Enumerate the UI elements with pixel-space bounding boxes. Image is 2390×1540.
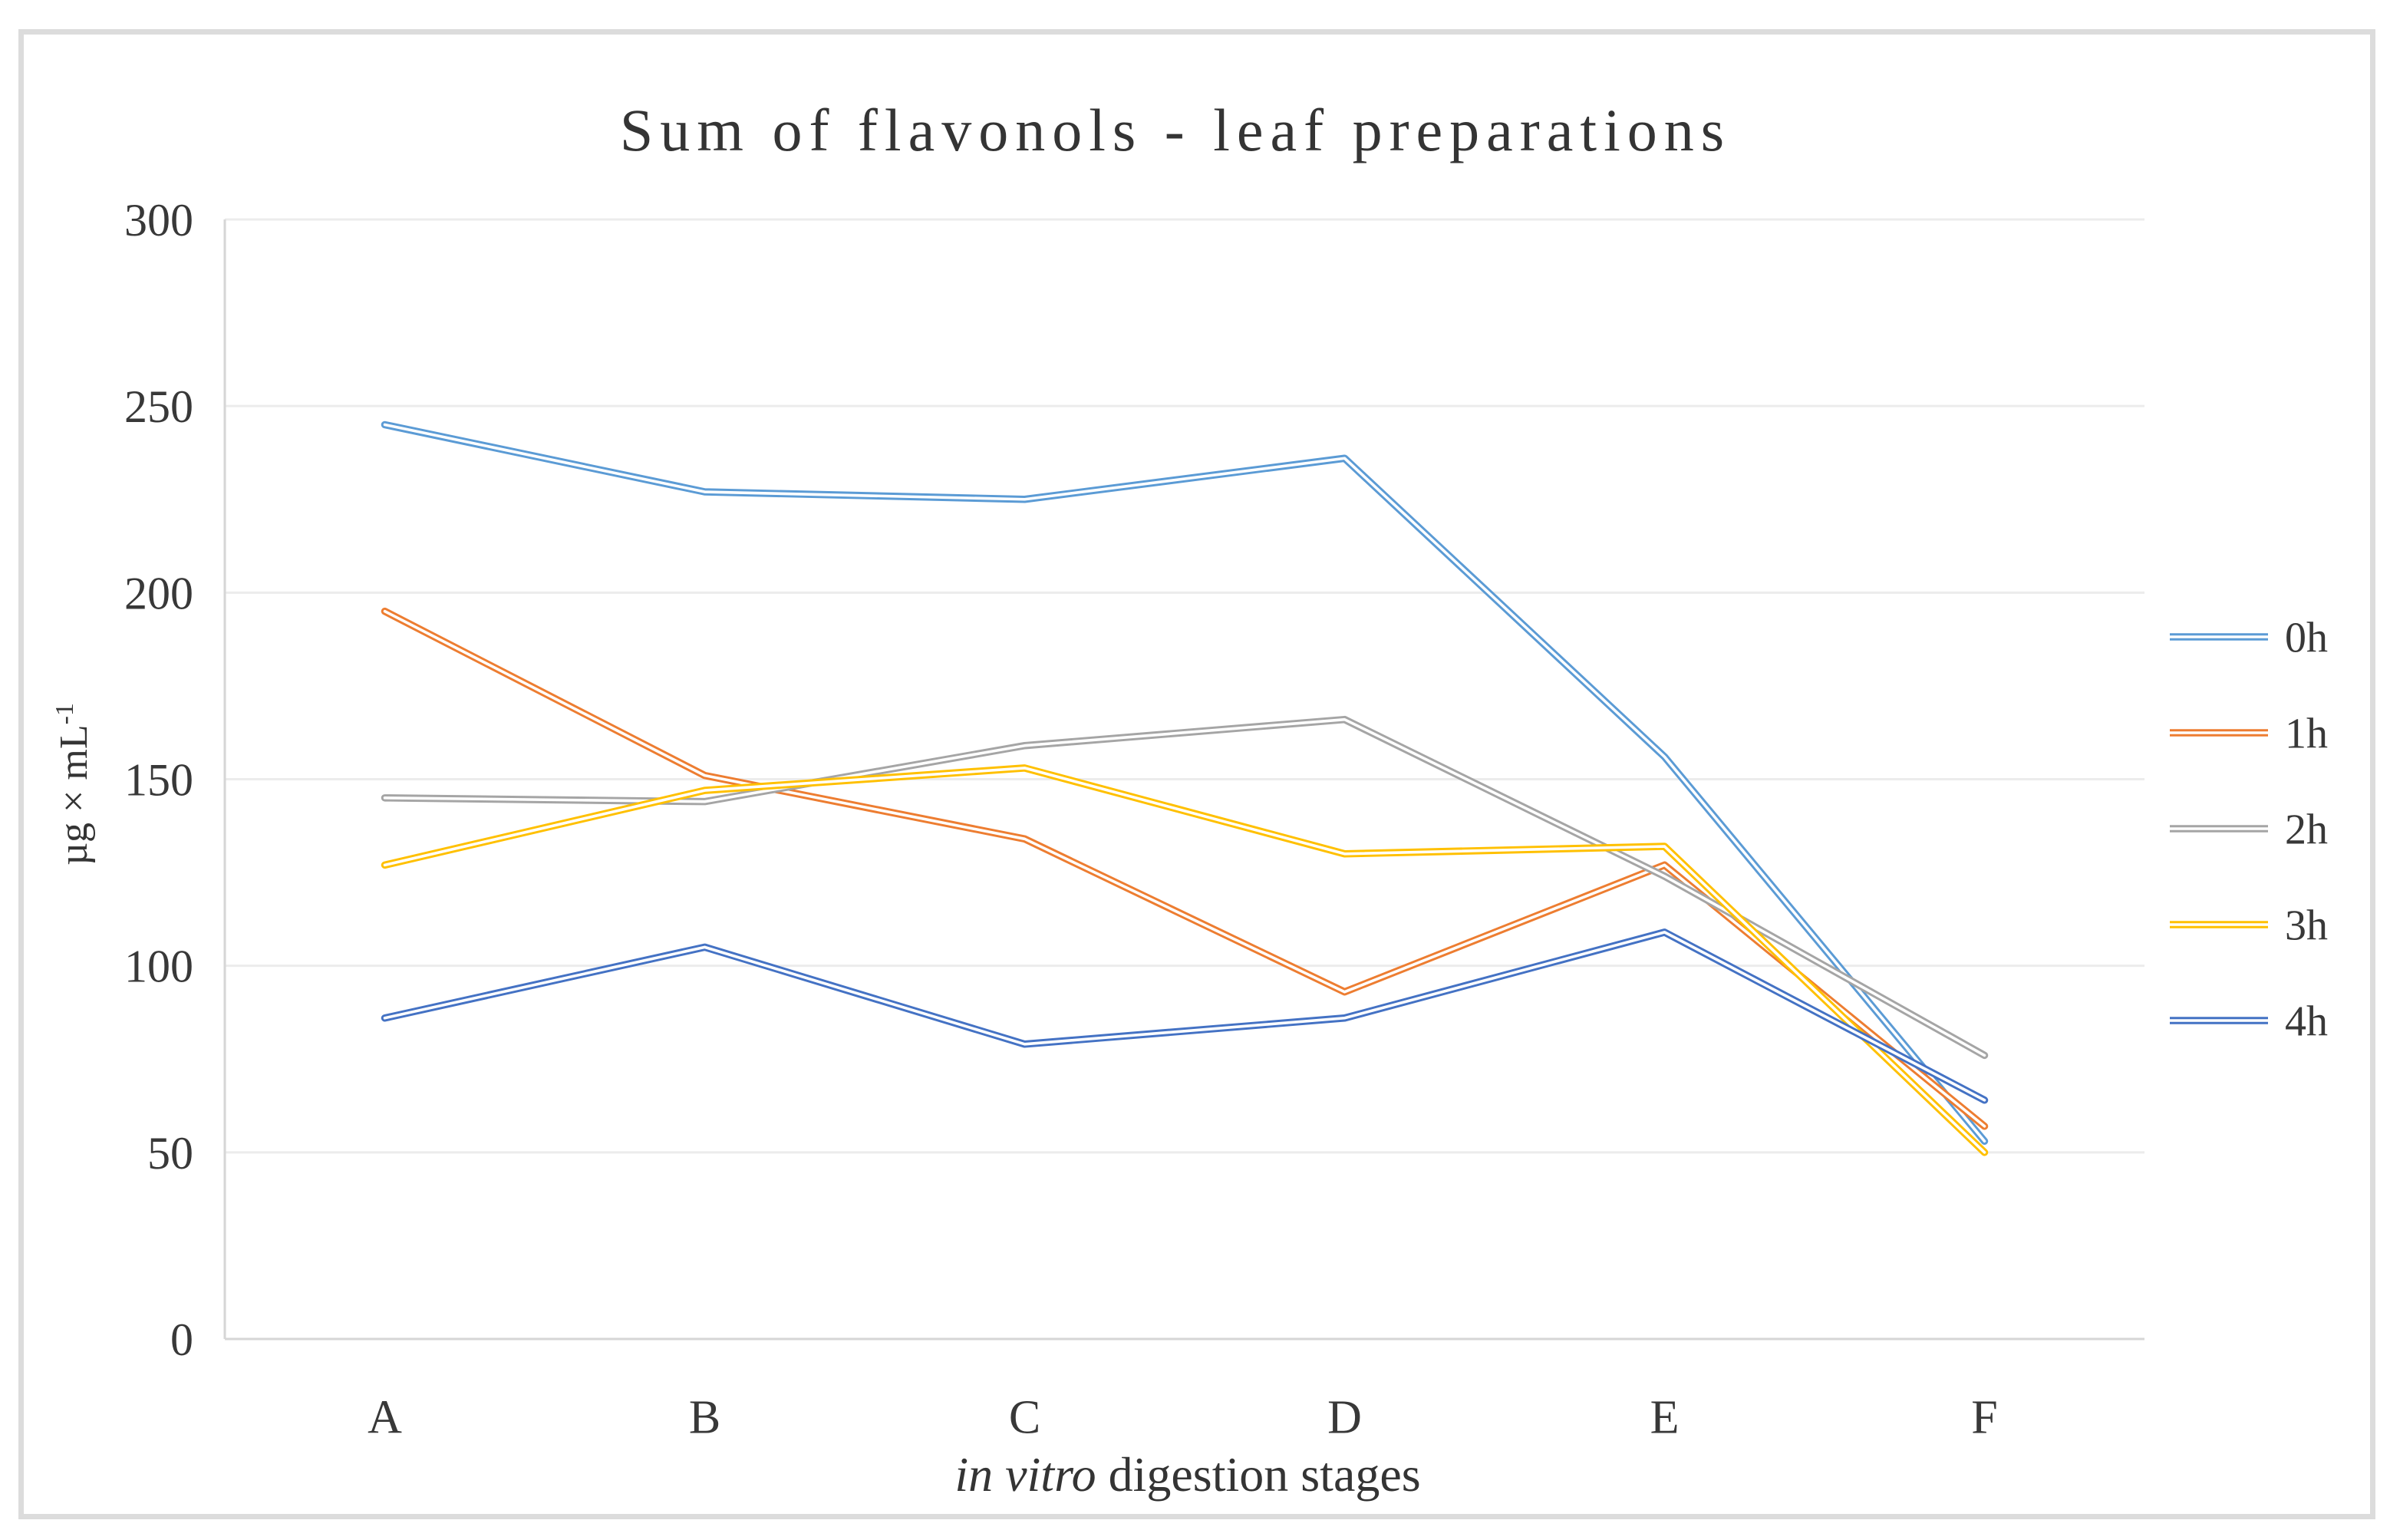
legend-item-4h: 4h [2170,998,2328,1046]
x-axis-title-rest: digestion stages [1096,1447,1421,1502]
category-label: A [368,1392,402,1444]
category-label: D [1327,1392,1362,1444]
axes [223,219,2144,1340]
gridlines [225,218,2144,1154]
y-tick-label: 300 [124,195,193,246]
category-label: C [1009,1392,1040,1444]
chart-frame [18,29,2375,1519]
series-4h [381,928,1989,1104]
category-label: B [689,1392,720,1444]
y-tick-labels: 0 50 100 150 200 250 300 [124,195,193,1365]
series-2h [381,715,1989,1060]
legend-item-0h: 0h [2170,615,2328,662]
y-tick-label: 100 [124,941,193,992]
legend-item-3h: 3h [2170,902,2328,950]
y-tick-label: 150 [124,755,193,806]
y-tick-label: 0 [170,1314,193,1365]
category-label: E [1650,1392,1680,1444]
legend-item-2h: 2h [2170,806,2328,854]
legend-label-3h: 3h [2285,902,2328,950]
legend-label-0h: 0h [2285,615,2328,662]
legend-item-1h: 1h [2170,711,2328,758]
series-0h [381,420,1989,1145]
category-label: F [1971,1392,1997,1444]
category-labels: A B C D E F [368,1392,1998,1444]
chart-title: Sum of flavonols - leaf preparations [619,97,1732,163]
legend-label-4h: 4h [2285,998,2328,1046]
legend: 0h 1h 2h 3h 4h [2170,615,2328,1046]
legend-label-2h: 2h [2285,806,2328,854]
series-1h [381,607,1989,1130]
legend-label-1h: 1h [2285,711,2328,758]
y-tick-label: 200 [124,568,193,618]
x-axis-title-italic: in vitro [954,1447,1096,1502]
y-tick-label: 250 [124,381,193,432]
x-axis-title: in vitro digestion stages [954,1446,1420,1503]
series-3h [381,764,1989,1156]
y-tick-label: 50 [147,1128,193,1179]
